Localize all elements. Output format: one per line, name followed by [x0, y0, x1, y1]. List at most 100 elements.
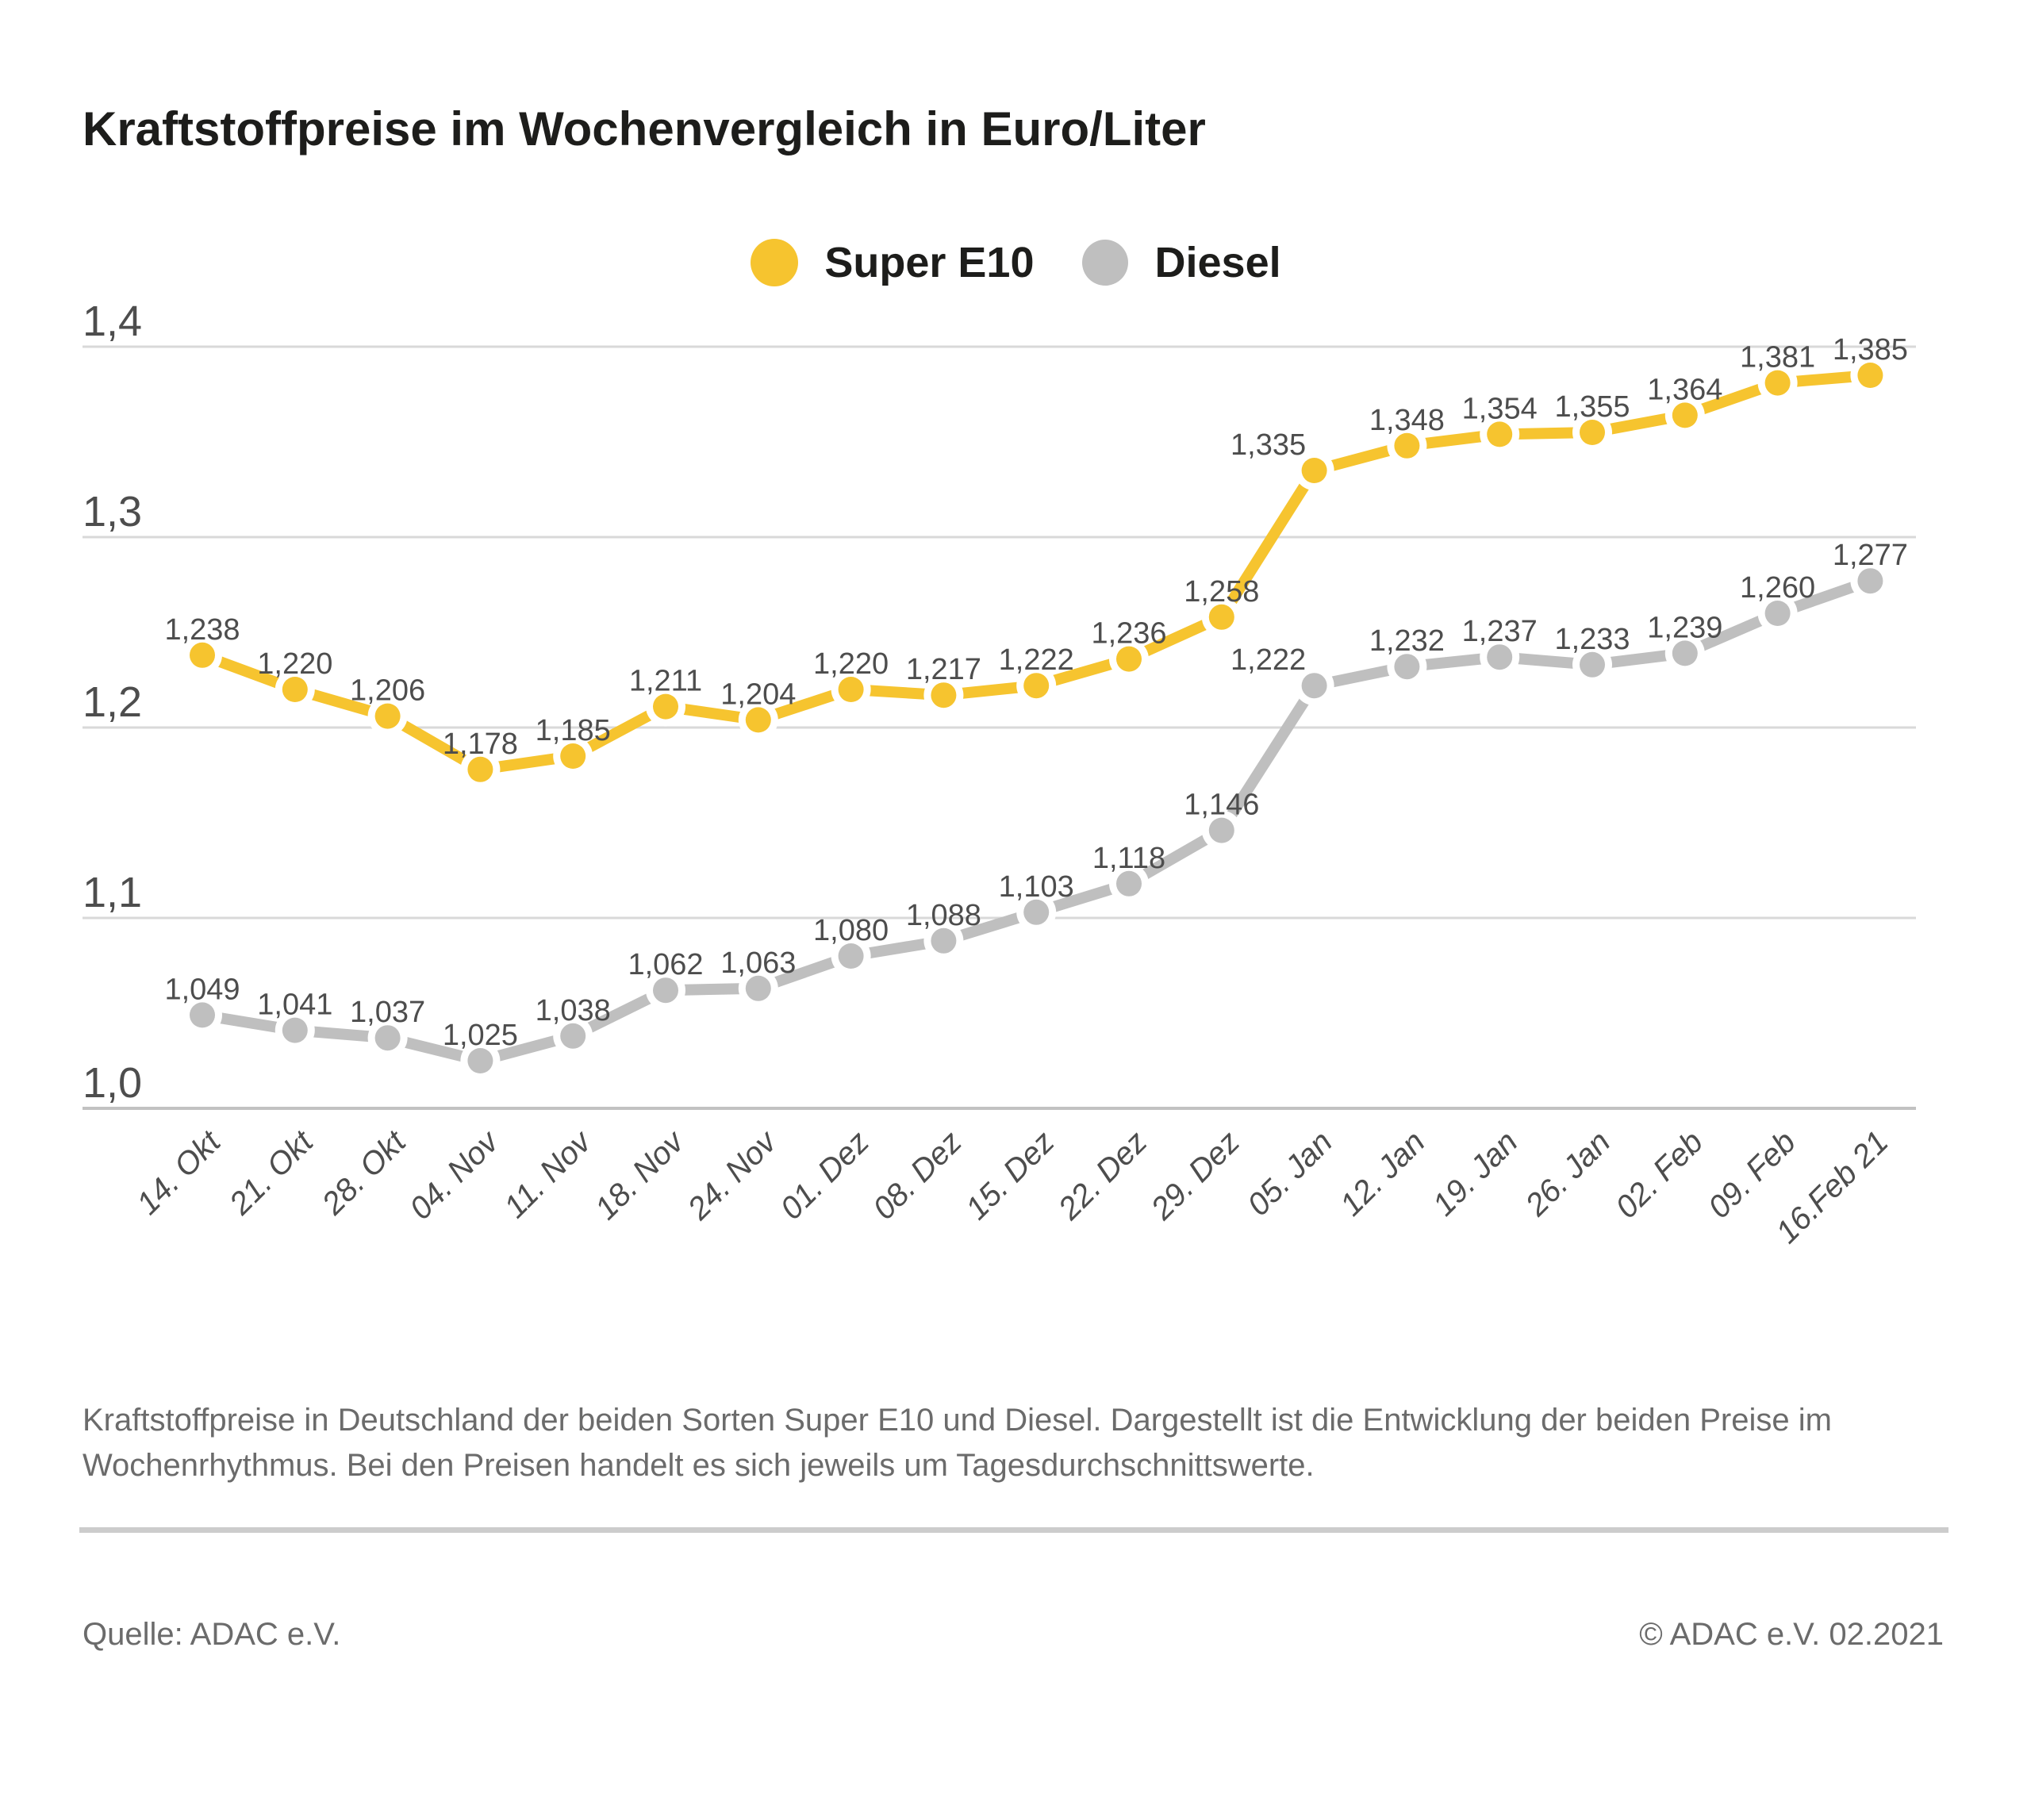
diesel-point — [1764, 601, 1791, 626]
diesel-value-label: 1,277 — [1833, 539, 1908, 572]
super-e10-point — [838, 677, 864, 702]
diesel-point — [653, 977, 678, 1004]
diesel-value-label: 1,239 — [1647, 611, 1722, 644]
legend-label-diesel: Diesel — [1154, 239, 1281, 286]
super-e10-point — [1208, 604, 1234, 630]
x-tick-label: 08. Dez — [866, 1124, 969, 1227]
diesel-value-label: 1,222 — [1231, 643, 1306, 677]
y-tick-label: 1,0 — [83, 1059, 142, 1107]
x-tick-label: 29. Dez — [1144, 1124, 1246, 1227]
x-tick-label: 19. Jan — [1426, 1124, 1525, 1223]
y-tick-label: 1,3 — [83, 488, 142, 536]
diesel-value-label: 1,063 — [720, 946, 796, 980]
x-tick-label: 24. Nov — [681, 1123, 785, 1227]
super-e10-value-label: 1,335 — [1231, 428, 1306, 462]
x-tick-label: 12. Jan — [1334, 1124, 1432, 1223]
y-tick-label: 1,2 — [83, 678, 142, 726]
diesel-point — [1672, 640, 1698, 666]
x-tick-label: 14. Okt — [130, 1123, 228, 1222]
super-e10-value-label: 1,222 — [999, 643, 1074, 677]
super-e10-value-label: 1,355 — [1554, 390, 1630, 424]
x-tick-label: 28. Okt — [315, 1123, 413, 1222]
super-e10-value-label: 1,258 — [1184, 575, 1259, 609]
super-e10-value-label: 1,236 — [1091, 617, 1166, 651]
diesel-value-label: 1,103 — [999, 870, 1074, 904]
diesel-point — [1394, 654, 1420, 680]
diesel-value-label: 1,037 — [350, 996, 425, 1029]
diesel-value-label: 1,237 — [1462, 615, 1538, 648]
super-e10-value-label: 1,381 — [1740, 341, 1815, 374]
diesel-value-label: 1,041 — [257, 989, 332, 1022]
caption-line-1: Kraftstoffpreise in Deutschland der beid… — [83, 1403, 1832, 1438]
super-e10-point — [1764, 370, 1791, 396]
super-e10-point — [653, 693, 678, 720]
super-e10-value-label: 1,204 — [720, 678, 796, 711]
diesel-value-label: 1,232 — [1369, 624, 1445, 658]
super-e10-dot — [751, 239, 799, 286]
footer: Quelle: ADAC e.V. © ADAC e.V. 02.2021 — [83, 1617, 1944, 1653]
y-tick-label: 1,1 — [83, 869, 142, 916]
diesel-point — [560, 1023, 586, 1049]
x-tick-label: 21. Okt — [222, 1123, 321, 1222]
super-e10-line — [200, 370, 1871, 776]
diesel-value-label: 1,260 — [1740, 571, 1815, 605]
diesel-point — [1023, 899, 1050, 925]
caption: Kraftstoffpreise in Deutschland der beid… — [83, 1398, 1832, 1488]
legend-label-super-e10: Super E10 — [824, 239, 1035, 286]
super-e10-value-label: 1,348 — [1369, 404, 1445, 437]
x-tick-label: 26. Jan — [1518, 1124, 1618, 1223]
x-tick-label: 02. Feb — [1609, 1124, 1710, 1225]
x-tick-label: 18. Nov — [589, 1123, 692, 1227]
super-e10-value-label: 1,238 — [164, 613, 240, 647]
super-e10-value-label: 1,211 — [629, 665, 702, 698]
diesel-point — [1580, 651, 1605, 678]
diesel-point — [1116, 870, 1142, 897]
diesel-point — [931, 927, 957, 954]
diesel-value-label: 1,088 — [906, 899, 981, 932]
x-tick-label: 15. Dez — [959, 1124, 1062, 1227]
super-e10-point — [1394, 432, 1420, 459]
diesel-value-label: 1,233 — [1554, 623, 1630, 656]
page-title: Kraftstoffpreise im Wochenvergleich in E… — [83, 102, 1206, 156]
legend-item-diesel: Diesel — [1081, 238, 1281, 287]
diesel-value-label: 1,049 — [164, 973, 240, 1006]
diesel-point — [1487, 644, 1513, 670]
diesel-point — [1857, 568, 1883, 594]
super-e10-point — [190, 642, 215, 668]
y-tick-label: 1,4 — [83, 298, 142, 345]
x-tick-label: 11. Nov — [497, 1123, 599, 1225]
super-e10-point — [1857, 363, 1883, 388]
diesel-dot — [1081, 240, 1128, 286]
super-e10-dot-icon — [751, 239, 799, 286]
x-tick-label: 01. Dez — [774, 1124, 876, 1227]
super-e10-value-label: 1,217 — [906, 653, 981, 686]
super-e10-value-label: 1,220 — [813, 647, 889, 681]
super-e10-value-label: 1,206 — [350, 674, 425, 708]
super-e10-value-label: 1,220 — [257, 647, 332, 681]
super-e10-value-label: 1,354 — [1462, 392, 1538, 425]
super-e10-point — [1301, 458, 1327, 483]
super-e10-point — [467, 756, 493, 782]
diesel-value-label: 1,080 — [813, 914, 889, 947]
super-e10-value-label: 1,178 — [443, 728, 518, 761]
diesel-point — [838, 943, 864, 969]
super-e10-point — [1116, 646, 1142, 672]
diesel-value-label: 1,025 — [443, 1019, 518, 1052]
super-e10-value-label: 1,364 — [1647, 373, 1722, 406]
super-e10-point — [1023, 673, 1050, 699]
super-e10-value-label: 1,385 — [1833, 333, 1908, 367]
copyright-text: © ADAC e.V. 02.2021 — [1639, 1617, 1944, 1652]
source-text: Quelle: ADAC e.V. — [83, 1617, 341, 1652]
diesel-point — [745, 975, 771, 1001]
super-e10-value-label: 1,185 — [536, 714, 611, 747]
diesel-value-label: 1,062 — [628, 948, 703, 981]
diesel-value-label: 1,146 — [1184, 789, 1259, 822]
diesel-value-label: 1,038 — [536, 994, 611, 1027]
diesel-point — [1208, 817, 1234, 843]
legend: Super E10 Diesel — [0, 238, 2031, 287]
divider-line — [79, 1527, 1948, 1533]
diesel-point — [190, 1002, 215, 1028]
super-e10-point — [931, 682, 957, 708]
